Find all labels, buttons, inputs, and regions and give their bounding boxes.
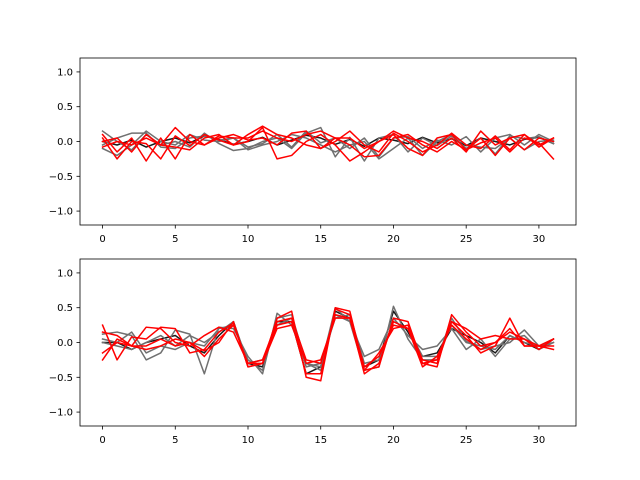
y-tick-label: −0.5 [49, 172, 73, 183]
y-tick-label: −1.0 [49, 408, 73, 419]
y-tick-label: 1.0 [57, 67, 73, 78]
x-tick-label: 15 [314, 435, 327, 446]
x-tick-label: 25 [460, 234, 473, 245]
y-tick-label: −0.5 [49, 373, 73, 384]
x-tick-label: 5 [172, 435, 178, 446]
y-tick-label: 0.5 [57, 303, 73, 314]
series-line-7 [101, 125, 555, 158]
series-line-4 [101, 126, 555, 162]
y-tick-label: 0.0 [57, 137, 73, 148]
series-line-6 [101, 308, 555, 375]
x-tick-label: 30 [533, 435, 546, 446]
x-tick-label: 20 [387, 435, 400, 446]
series-line-3 [101, 130, 555, 160]
x-tick-label: 10 [242, 435, 255, 446]
series-line-7 [101, 317, 555, 375]
y-tick-label: 1.0 [57, 268, 73, 279]
top-subplot: 0 5 10 15 20 25 30 1.0 0.5 0.0 −0.5 −1.0 [49, 57, 577, 245]
x-tick-label: 25 [460, 435, 473, 446]
series-line-5 [101, 126, 555, 153]
x-tick-label: 20 [387, 234, 400, 245]
bottom-subplot: 0 5 10 15 20 25 30 1.0 0.5 0.0 −0.5 −1.0 [49, 258, 577, 446]
x-tick-label: 0 [99, 435, 105, 446]
x-tick-label: 30 [533, 234, 546, 245]
x-tick-label: 15 [314, 234, 327, 245]
y-tick-label: 0.5 [57, 102, 73, 113]
series-line-6 [101, 130, 555, 162]
x-tick-label: 5 [172, 234, 178, 245]
x-tick-label: 10 [242, 234, 255, 245]
y-tick-label: −1.0 [49, 207, 73, 218]
x-tick-label: 0 [99, 234, 105, 245]
y-tick-label: 0.0 [57, 338, 73, 349]
